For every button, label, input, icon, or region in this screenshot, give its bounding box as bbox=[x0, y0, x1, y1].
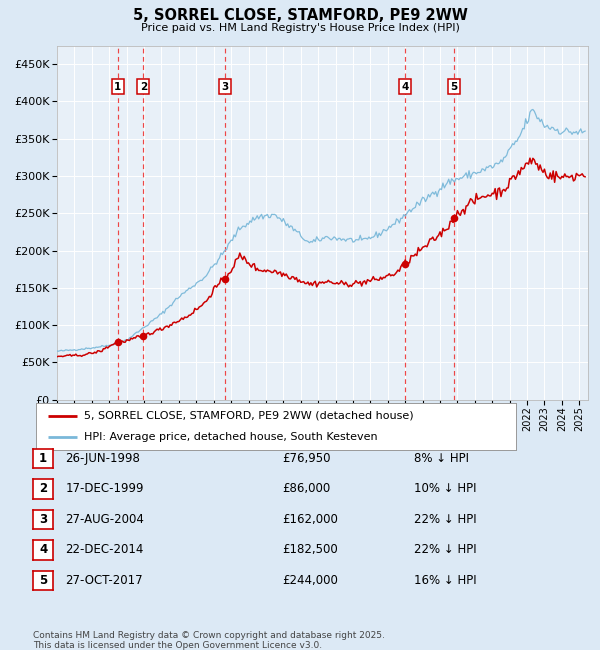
Text: £182,500: £182,500 bbox=[282, 543, 338, 556]
Text: 17-DEC-1999: 17-DEC-1999 bbox=[65, 482, 144, 495]
Text: 10% ↓ HPI: 10% ↓ HPI bbox=[414, 482, 476, 495]
Text: 16% ↓ HPI: 16% ↓ HPI bbox=[414, 574, 476, 587]
Text: 8% ↓ HPI: 8% ↓ HPI bbox=[414, 452, 469, 465]
Text: 5, SORREL CLOSE, STAMFORD, PE9 2WW (detached house): 5, SORREL CLOSE, STAMFORD, PE9 2WW (deta… bbox=[84, 411, 413, 421]
Text: £162,000: £162,000 bbox=[282, 513, 338, 526]
Text: 4: 4 bbox=[39, 543, 47, 556]
Text: 4: 4 bbox=[401, 81, 409, 92]
Text: 2: 2 bbox=[39, 482, 47, 495]
Text: £86,000: £86,000 bbox=[282, 482, 330, 495]
Text: 26-JUN-1998: 26-JUN-1998 bbox=[65, 452, 140, 465]
Text: 2: 2 bbox=[140, 81, 147, 92]
Text: 22% ↓ HPI: 22% ↓ HPI bbox=[414, 513, 476, 526]
Text: 1: 1 bbox=[114, 81, 121, 92]
Text: 22-DEC-2014: 22-DEC-2014 bbox=[65, 543, 144, 556]
Text: 3: 3 bbox=[39, 513, 47, 526]
Text: 3: 3 bbox=[221, 81, 229, 92]
Text: 27-OCT-2017: 27-OCT-2017 bbox=[65, 574, 143, 587]
Text: 27-AUG-2004: 27-AUG-2004 bbox=[65, 513, 144, 526]
Text: 5: 5 bbox=[451, 81, 458, 92]
Text: Contains HM Land Registry data © Crown copyright and database right 2025.
This d: Contains HM Land Registry data © Crown c… bbox=[33, 630, 385, 650]
Text: Price paid vs. HM Land Registry's House Price Index (HPI): Price paid vs. HM Land Registry's House … bbox=[140, 23, 460, 33]
Text: 1: 1 bbox=[39, 452, 47, 465]
Text: 5: 5 bbox=[39, 574, 47, 587]
Text: HPI: Average price, detached house, South Kesteven: HPI: Average price, detached house, Sout… bbox=[84, 432, 377, 442]
Text: 22% ↓ HPI: 22% ↓ HPI bbox=[414, 543, 476, 556]
Text: £76,950: £76,950 bbox=[282, 452, 331, 465]
Text: 5, SORREL CLOSE, STAMFORD, PE9 2WW: 5, SORREL CLOSE, STAMFORD, PE9 2WW bbox=[133, 8, 467, 23]
Text: £244,000: £244,000 bbox=[282, 574, 338, 587]
